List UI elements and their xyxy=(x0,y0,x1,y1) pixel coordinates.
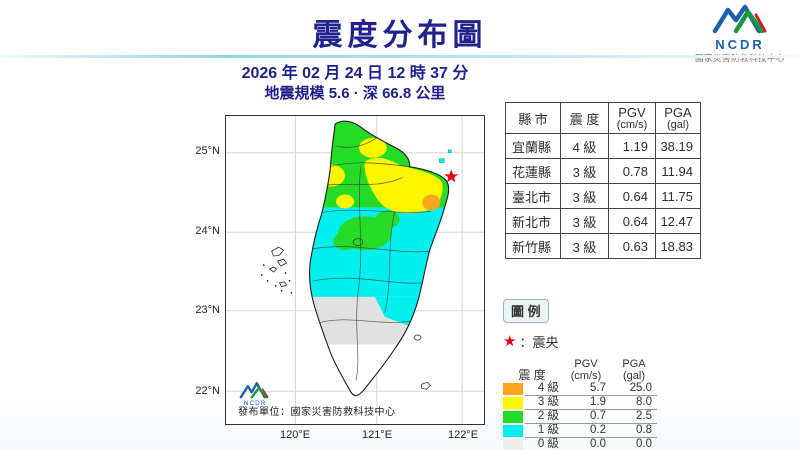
lat-tick-25n: 25°N xyxy=(195,145,220,157)
event-info: 2026 年 02 月 24 日 12 時 37 分 地震規模 5.6 · 深 … xyxy=(195,63,515,104)
penghu-islets-dots xyxy=(260,264,293,294)
table-row: 宜蘭縣 4 級 1.19 38.19 xyxy=(505,133,701,159)
intensity-regions xyxy=(309,121,449,396)
legend-scale: 震 度 PGV (cm/s) PGA (gal) 4 級 5.7 25.0 3 級 … xyxy=(503,358,663,450)
legend-col-pgv: PGV (cm/s) xyxy=(570,358,602,382)
lat-tick-22n: 22°N xyxy=(195,385,220,397)
legend-swatch-1 xyxy=(503,425,523,437)
county-borders xyxy=(311,137,431,381)
intensity-region-4 xyxy=(422,194,441,211)
ncdr-mountain-icon xyxy=(712,4,767,34)
col-header-county: 縣 市 xyxy=(505,102,561,134)
event-magnitude-depth: 地震規模 5.6 · 深 66.8 公里 xyxy=(264,85,446,102)
table-row: 臺北市 3 級 0.64 11.75 xyxy=(505,183,701,209)
orchid-island xyxy=(421,381,431,390)
publisher-label: 發布單位：國家災害防救科技中心 xyxy=(238,407,396,418)
legend: 圖 例 ★ ：震央 震 度 PGV (cm/s) PGA (gal) 4 級 5.7… xyxy=(503,299,663,450)
lon-tick-121e: 121°E xyxy=(361,429,393,441)
lat-tick-24n: 24°N xyxy=(195,225,220,237)
legend-col-intensity: 震 度 xyxy=(518,368,546,382)
table-row: 花蓮縣 3 級 0.78 11.94 xyxy=(505,158,701,184)
table-row: 新竹縣 3 級 0.63 18.83 xyxy=(505,233,701,259)
offshore-islet xyxy=(448,149,452,154)
taiwan-island-outline xyxy=(309,120,450,397)
legend-swatch-0 xyxy=(503,439,523,450)
legend-epicenter-row: ★ ：震央 xyxy=(503,332,663,351)
table-row: 新北市 3 級 0.64 12.47 xyxy=(505,208,701,234)
legend-swatch-2 xyxy=(503,411,523,423)
legend-title: 圖 例 xyxy=(503,299,549,323)
col-header-pgv: PGV (cm/s) xyxy=(608,102,656,134)
ncdr-logo-org: 國家災害防救科技中心 xyxy=(694,53,785,63)
col-header-pga: PGA (gal) xyxy=(655,102,701,134)
lon-tick-120e: 120°E xyxy=(279,429,311,441)
ncdr-logo: NCDR 國家災害防救科技中心 xyxy=(692,4,788,64)
taiwan-intensity-map: NCDR 發布單位：國家災害防救科技中心 xyxy=(225,115,485,425)
map-ncdr-logo-icon: NCDR xyxy=(239,382,269,407)
table-header-row: 縣 市 震 度 PGV (cm/s) PGA (gal) xyxy=(505,102,701,134)
penghu-islands xyxy=(268,246,288,288)
lat-tick-23n: 23°N xyxy=(195,304,220,316)
epicenter-label: ：震央 xyxy=(519,335,559,350)
header-divider xyxy=(0,55,800,58)
ncdr-logo-acronym: NCDR xyxy=(715,37,765,52)
col-header-intensity: 震 度 xyxy=(560,102,609,134)
epicenter-star-icon xyxy=(444,169,459,183)
legend-col-pga: PGA (gal) xyxy=(622,358,646,382)
event-datetime: 2026 年 02 月 24 日 12 時 37 分 xyxy=(241,65,469,82)
guishan-island xyxy=(439,158,445,163)
green-island xyxy=(413,334,422,341)
map-ncdr-logo-text: NCDR xyxy=(244,400,267,407)
legend-swatch-3 xyxy=(503,397,523,409)
lon-tick-122e: 122°E xyxy=(447,429,479,441)
epicenter-star-icon: ★ xyxy=(503,332,517,350)
page-title: 震度分布圖 xyxy=(312,19,488,52)
map-canvas: NCDR xyxy=(226,116,484,424)
legend-swatch-4 xyxy=(503,383,523,395)
intensity-table: 縣 市 震 度 PGV (cm/s) PGA (gal) 宜蘭縣 4 級 1.19 … xyxy=(505,102,701,259)
